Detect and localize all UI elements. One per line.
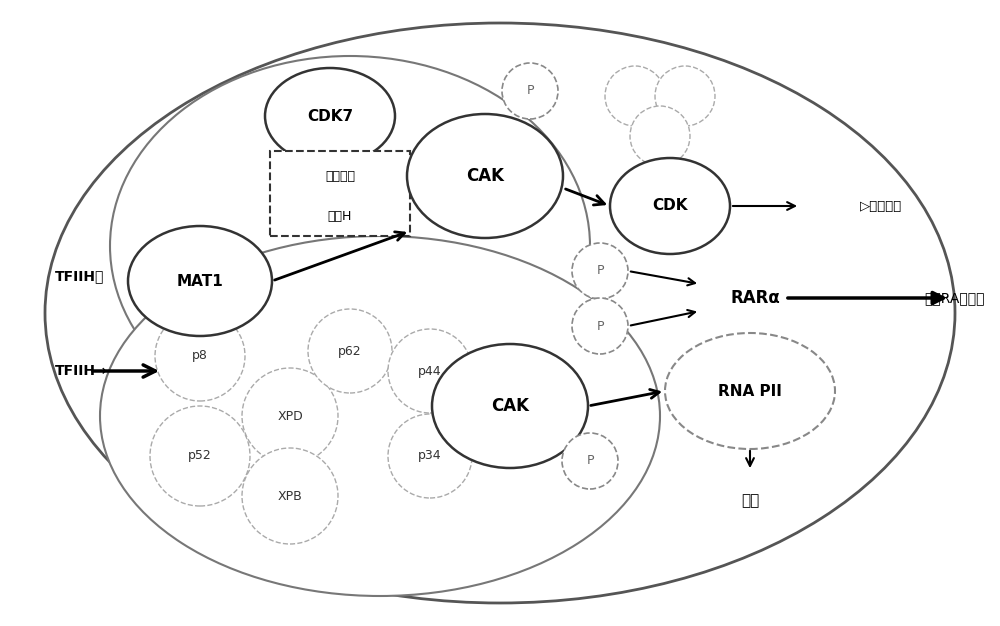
Ellipse shape [242,368,338,464]
Ellipse shape [150,406,250,506]
Ellipse shape [407,114,563,238]
Ellipse shape [388,414,472,498]
Text: P: P [596,319,604,332]
Ellipse shape [155,311,245,401]
Text: CAK: CAK [466,167,504,185]
Text: CDK7: CDK7 [307,108,353,123]
Ellipse shape [655,66,715,126]
Text: 转录: 转录 [741,493,759,508]
Ellipse shape [572,243,628,299]
Ellipse shape [128,226,272,336]
Text: p52: p52 [188,449,212,463]
Text: p8: p8 [192,349,208,362]
Ellipse shape [665,333,835,449]
Ellipse shape [630,106,690,166]
Ellipse shape [605,66,665,126]
Text: 细胞周期: 细胞周期 [325,170,355,183]
Ellipse shape [100,236,660,596]
Text: 蛋白H: 蛋白H [328,210,352,222]
Ellipse shape [610,158,730,254]
Ellipse shape [308,309,392,393]
Ellipse shape [242,448,338,544]
Text: XPB: XPB [278,490,302,503]
Text: TFIIH→: TFIIH→ [55,364,108,378]
Ellipse shape [502,63,558,119]
Text: P: P [586,454,594,468]
Text: p62: p62 [338,344,362,357]
Text: P: P [596,265,604,277]
Bar [270,151,410,236]
Text: TFIIH核: TFIIH核 [55,269,104,283]
Text: CAK: CAK [491,397,529,415]
Text: ▷细胞周期: ▷细胞周期 [860,200,902,212]
Ellipse shape [265,68,395,164]
Ellipse shape [45,23,955,603]
Text: RARα: RARα [730,289,780,307]
Ellipse shape [432,344,588,468]
Text: CDK: CDK [652,198,688,213]
Text: P: P [526,85,534,98]
Text: XPD: XPD [277,409,303,423]
Text: MAT1: MAT1 [177,274,223,289]
Ellipse shape [110,56,590,436]
Ellipse shape [572,298,628,354]
Text: p34: p34 [418,449,442,463]
Text: 抑制RA靶基因: 抑制RA靶基因 [924,291,985,305]
Ellipse shape [562,433,618,489]
Text: RNA PII: RNA PII [718,384,782,399]
Ellipse shape [388,329,472,413]
Text: p44: p44 [418,364,442,377]
